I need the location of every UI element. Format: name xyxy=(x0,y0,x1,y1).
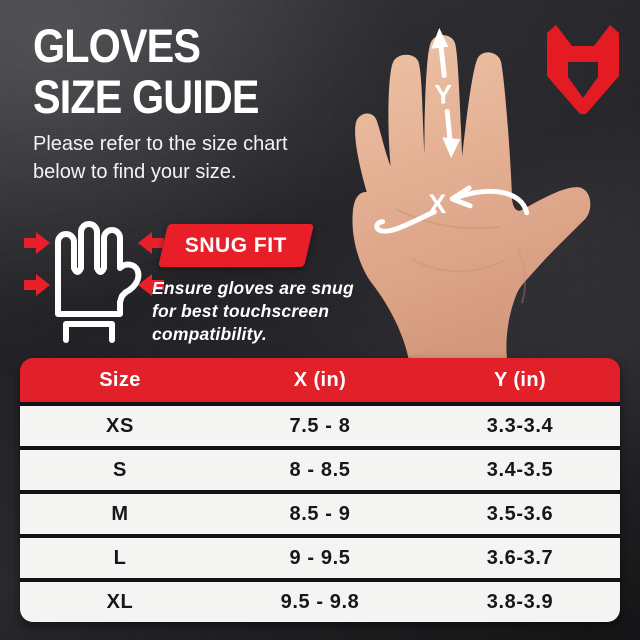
snug-fit-badge: SNUG FIT xyxy=(158,224,314,267)
col-header-x: X (in) xyxy=(293,368,347,391)
y-arrowhead-up xyxy=(431,27,449,49)
table-row: L 9 - 9.5 3.6-3.7 xyxy=(20,538,620,578)
table-cell: 3.8-3.9 xyxy=(486,590,554,613)
size-table-header-row: Size X (in) Y (in) xyxy=(20,358,620,402)
table-row: XL 9.5 - 9.8 3.8-3.9 xyxy=(20,582,620,622)
hand-photo: Y X xyxy=(352,27,591,358)
table-cell: 3.5-3.6 xyxy=(486,502,554,525)
x-curve-left xyxy=(374,209,437,234)
thumb-crease xyxy=(516,248,526,304)
table-cell: 3.3-3.4 xyxy=(486,414,554,437)
table-row: XS 7.5 - 8 3.3-3.4 xyxy=(20,406,620,446)
table-cell: 7.5 - 8 xyxy=(289,414,351,437)
table-cell: L xyxy=(113,546,127,569)
table-cell: XL xyxy=(106,590,134,613)
table-row: M 8.5 - 9 3.5-3.6 xyxy=(20,494,620,534)
y-measure-label: Y xyxy=(434,79,452,109)
size-table: Size X (in) Y (in) XS 7.5 - 8 3.3-3.4 S … xyxy=(20,358,620,622)
subtitle: Please refer to the size chart below to … xyxy=(33,133,288,183)
x-curve-right xyxy=(450,188,530,216)
table-cell: 9 - 9.5 xyxy=(289,546,351,569)
x-arrowhead-left xyxy=(449,185,473,209)
glove-outline xyxy=(55,221,142,343)
table-cell: XS xyxy=(106,414,134,437)
palm-crease xyxy=(395,207,501,230)
palm-crease xyxy=(409,257,506,273)
col-header-size: Size xyxy=(99,368,141,391)
fit-description: Ensure gloves are snug for best touchscr… xyxy=(152,278,354,344)
col-header-y: Y (in) xyxy=(493,368,547,391)
page-title: GLOVES SIZE GUIDE xyxy=(33,20,259,122)
table-cell: M xyxy=(111,502,129,525)
title-line-1: GLOVES xyxy=(33,19,201,72)
hand-silhouette xyxy=(352,35,591,358)
table-cell: 8.5 - 9 xyxy=(289,502,351,525)
table-cell: S xyxy=(113,458,127,481)
table-cell: 8 - 8.5 xyxy=(289,458,351,481)
y-arrowhead-down xyxy=(442,137,461,159)
table-cell: 9.5 - 9.8 xyxy=(280,590,360,613)
squeeze-arrows xyxy=(24,232,164,296)
table-row: S 8 - 8.5 3.4-3.5 xyxy=(20,450,620,490)
brand-logo-icon xyxy=(547,25,619,114)
table-cell: 3.6-3.7 xyxy=(486,546,554,569)
snug-fit-badge-label: SNUG FIT xyxy=(185,233,287,257)
title-line-2: SIZE GUIDE xyxy=(33,70,259,123)
hand-squeeze-icon xyxy=(24,221,164,343)
x-measure-label: X xyxy=(428,189,446,219)
table-cell: 3.4-3.5 xyxy=(486,458,554,481)
